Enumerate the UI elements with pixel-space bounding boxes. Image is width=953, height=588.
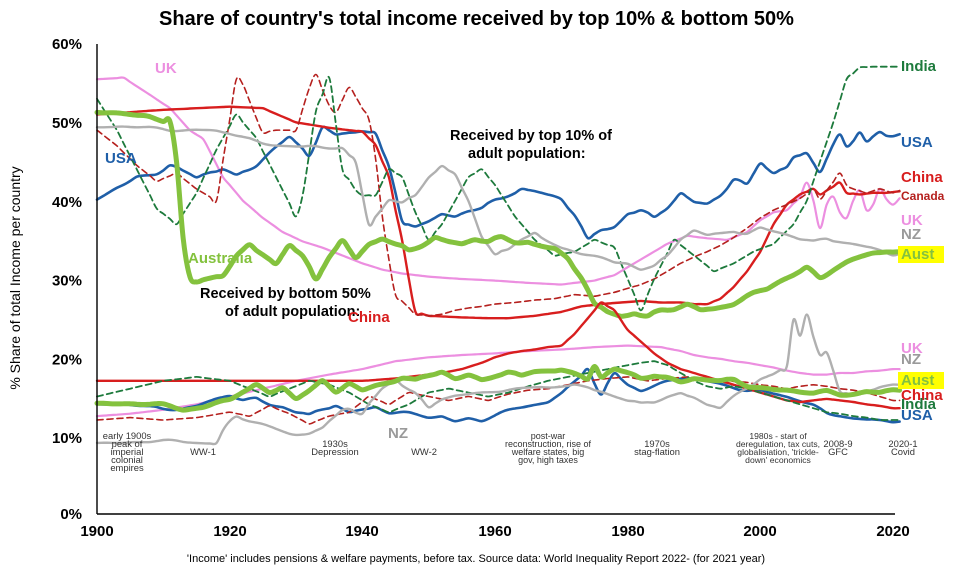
svg-text:0%: 0% xyxy=(60,506,82,523)
svg-text:China: China xyxy=(901,169,943,186)
svg-text:2000: 2000 xyxy=(743,523,776,540)
svg-text:empires: empires xyxy=(110,462,144,473)
svg-text:Received by bottom 50%: Received by bottom 50% xyxy=(200,286,371,302)
svg-text:1980: 1980 xyxy=(611,523,644,540)
svg-text:1960: 1960 xyxy=(478,523,511,540)
svg-text:10%: 10% xyxy=(52,430,82,447)
svg-text:40%: 40% xyxy=(52,194,82,211)
svg-text:NZ: NZ xyxy=(388,425,408,442)
svg-text:adult population:: adult population: xyxy=(468,146,586,162)
svg-text:stag-flation: stag-flation xyxy=(634,446,680,457)
svg-text:Aust: Aust xyxy=(901,246,934,263)
svg-text:USA: USA xyxy=(105,150,137,167)
svg-text:China: China xyxy=(348,309,390,326)
svg-text:30%: 30% xyxy=(52,273,82,290)
svg-text:1940: 1940 xyxy=(345,523,378,540)
svg-text:NZ: NZ xyxy=(901,226,921,243)
svg-text:Aust: Aust xyxy=(901,372,934,389)
svg-text:USA: USA xyxy=(901,407,933,424)
svg-text:'Income' includes pensions & w: 'Income' includes pensions & welfare pay… xyxy=(187,553,765,565)
svg-text:Received by top 10% of: Received by top 10% of xyxy=(450,128,612,144)
svg-text:Australia: Australia xyxy=(188,250,253,267)
svg-text:Covid: Covid xyxy=(891,446,915,457)
svg-text:GFC: GFC xyxy=(828,446,848,457)
svg-text:Depression: Depression xyxy=(311,446,358,457)
svg-text:60%: 60% xyxy=(52,36,82,53)
svg-text:USA: USA xyxy=(901,134,933,151)
svg-text:1920: 1920 xyxy=(213,523,246,540)
svg-text:1900: 1900 xyxy=(80,523,113,540)
svg-text:down' economics: down' economics xyxy=(745,455,811,465)
svg-text:20%: 20% xyxy=(52,351,82,368)
svg-text:of adult population:: of adult population: xyxy=(225,304,360,320)
svg-text:India: India xyxy=(901,58,937,75)
svg-text:NZ: NZ xyxy=(901,351,921,368)
svg-text:UK: UK xyxy=(155,60,177,77)
svg-text:Canada: Canada xyxy=(901,189,945,203)
svg-text:gov, high taxes: gov, high taxes xyxy=(518,455,578,465)
svg-text:WW-2: WW-2 xyxy=(411,446,437,457)
svg-text:WW-1: WW-1 xyxy=(190,446,216,457)
svg-text:50%: 50% xyxy=(52,115,82,132)
svg-text:2020: 2020 xyxy=(876,523,909,540)
